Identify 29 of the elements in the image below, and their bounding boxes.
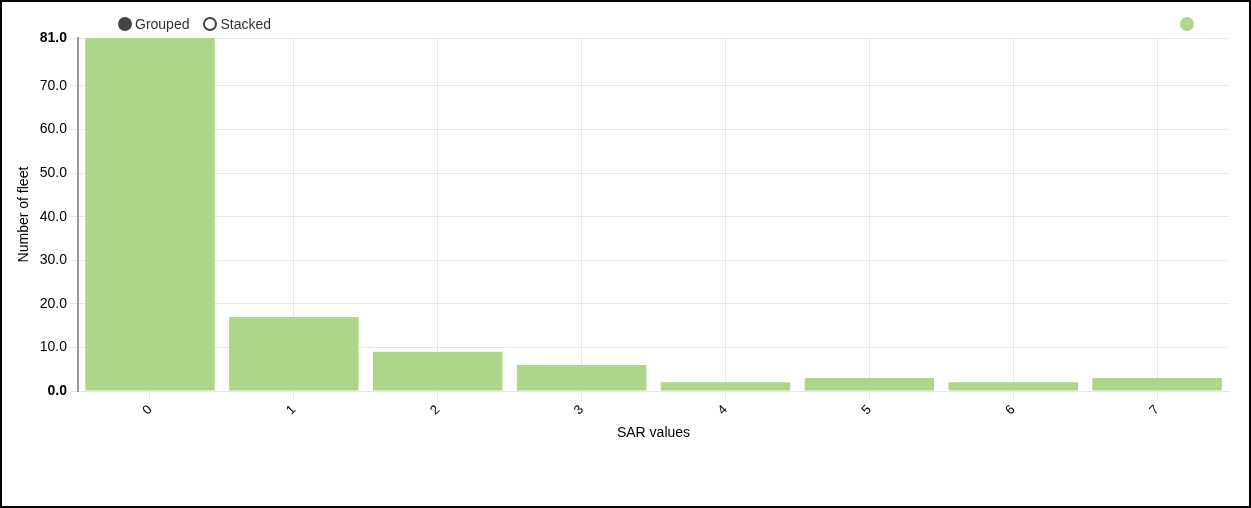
- x-tick-label: 7: [1145, 401, 1162, 418]
- x-tick-label: 6: [1002, 401, 1018, 418]
- x-tick-label: 0: [138, 401, 155, 418]
- y-tick-label: 10.0: [39, 338, 68, 355]
- text: Grouped: [135, 16, 190, 32]
- y-axis-title: Number of fleet: [15, 166, 32, 263]
- y-tick-label: 0.0: [47, 381, 68, 398]
- y-tick-label: 40.0: [39, 207, 68, 224]
- y-tick-label: 20.0: [39, 294, 68, 311]
- bar: [372, 351, 503, 391]
- bar: [229, 316, 359, 391]
- y-tick-label: 50.0: [39, 163, 68, 180]
- x-tick-label: 2: [426, 401, 443, 418]
- x-tick-label: 4: [714, 401, 731, 418]
- x-tick-label: 3: [570, 401, 587, 418]
- y-tick-label: 81.0: [39, 28, 68, 45]
- bar: [85, 38, 215, 391]
- x-axis-title: SAR values: [616, 424, 691, 441]
- y-tick-label: 30.0: [39, 251, 68, 268]
- y-tick-label: 70.0: [39, 76, 68, 93]
- bar: [1092, 377, 1222, 391]
- x-tick-label: 5: [858, 401, 874, 418]
- bar: [804, 377, 935, 391]
- bar: [660, 382, 791, 391]
- bar: [516, 364, 647, 391]
- y-tick-label: 60.0: [39, 120, 68, 137]
- x-tick-label: 1: [282, 401, 299, 418]
- bar: [948, 382, 1078, 391]
- text: Stacked: [220, 16, 272, 32]
